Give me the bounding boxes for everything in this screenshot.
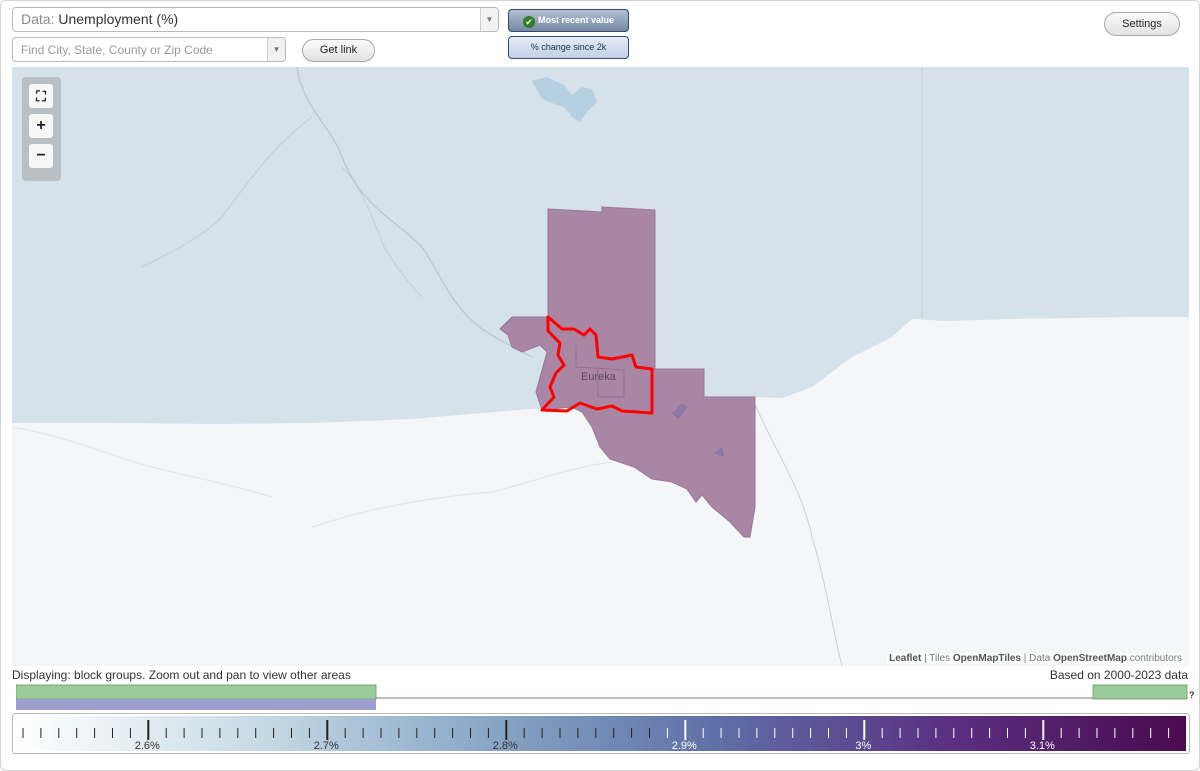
data-selector[interactable]: Data: Unemployment (%) ▼ [12, 7, 499, 32]
search-input[interactable] [21, 39, 261, 60]
legend-label: 2.7% [313, 740, 339, 752]
leaflet-link[interactable]: Leaflet [889, 653, 922, 664]
place-label-eureka: Eureka [581, 371, 616, 383]
block-line [575, 345, 625, 398]
data-selector-value: Unemployment (%) [58, 11, 179, 27]
legend-label: 2.9% [671, 740, 697, 752]
most-recent-value-toggle[interactable]: ✔ Most recent value [508, 9, 629, 32]
map-tiles [12, 67, 1189, 666]
map-canvas[interactable]: Eureka [12, 67, 1189, 666]
display-status: Displaying: block groups. Zoom out and p… [12, 668, 351, 682]
inlet-area [672, 403, 688, 419]
data-selector-prefix: Data: [21, 11, 55, 27]
color-legend [12, 713, 1190, 754]
legend-label: 2.8% [492, 740, 518, 752]
settings-button[interactable]: Settings [1104, 12, 1180, 36]
river-line [296, 67, 533, 358]
river-line [311, 461, 613, 528]
river-line [12, 426, 273, 498]
attribution-sep: | Tiles [921, 653, 953, 664]
legend-label: 3.1% [1029, 740, 1055, 752]
attribution-tail: contributors [1126, 653, 1182, 664]
checkmark-icon: ✔ [522, 16, 535, 28]
lake-area [532, 77, 597, 122]
timeline-selected-range [16, 699, 376, 710]
openmaptiles-link[interactable]: OpenMapTiles [952, 653, 1021, 664]
fullscreen-icon[interactable]: ⛶ [29, 84, 53, 108]
zoom-out-button[interactable]: − [29, 144, 53, 168]
percent-change-toggle[interactable]: % change since 2k [508, 36, 629, 59]
river-line [141, 116, 313, 268]
data-range-note: Based on 2000-2023 data [1049, 668, 1188, 682]
eureka-boundary [540, 315, 654, 415]
chevron-down-icon[interactable]: ▼ [267, 38, 285, 61]
help-icon[interactable]: ? [1189, 690, 1195, 700]
zoom-in-button[interactable]: + [29, 114, 53, 138]
timeline-start-handle [16, 684, 377, 700]
toggle-label-active: Most recent value [537, 15, 615, 25]
region-polygon [499, 206, 756, 538]
legend-gradient [16, 716, 1186, 751]
legend-label: 2.6% [134, 740, 160, 752]
get-link-button[interactable]: Get link [302, 39, 375, 62]
timeline-end-handle [1092, 684, 1188, 700]
legend-label: 3% [855, 740, 872, 752]
chevron-down-icon[interactable]: ▼ [480, 8, 498, 31]
map-attribution: Leaflet | Tiles OpenMapTiles | Data Open… [887, 653, 1184, 664]
timeline-range-slider[interactable] [16, 684, 1188, 712]
location-search[interactable]: ▼ [12, 37, 286, 62]
river-line [751, 396, 843, 666]
inlet-area [714, 447, 724, 457]
openstreetmap-link[interactable]: OpenStreetMap [1053, 653, 1127, 664]
attribution-sep: | Data [1021, 653, 1054, 664]
river-line [341, 166, 423, 298]
zoom-control: ⛶ + − [22, 77, 61, 181]
